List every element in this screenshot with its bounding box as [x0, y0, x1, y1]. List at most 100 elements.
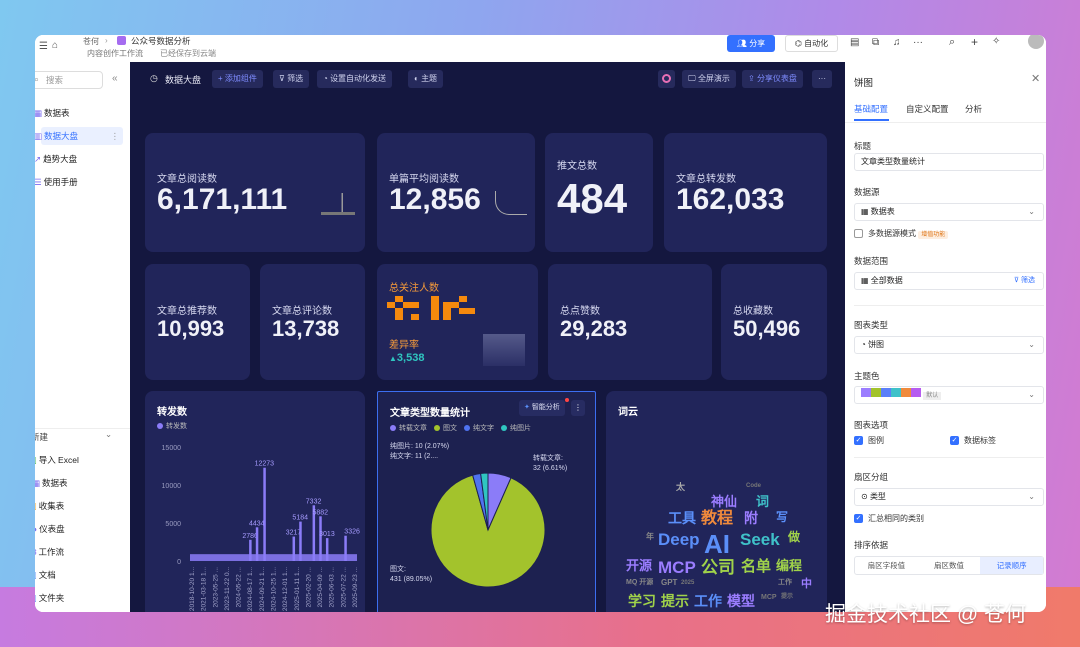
filter-button[interactable]: ⊽ 筛选: [273, 70, 310, 88]
plugin-icon[interactable]: ⧉: [872, 37, 880, 48]
automation-button[interactable]: ⌬ 自动化: [785, 35, 838, 52]
word[interactable]: 工具: [668, 510, 696, 526]
bell-icon[interactable]: ♫: [893, 37, 901, 48]
new-item[interactable]: ▯文档: [35, 566, 123, 584]
new-item[interactable]: ▯导入 Excel: [35, 451, 123, 469]
word[interactable]: Seek: [740, 530, 780, 549]
word[interactable]: AI: [704, 529, 730, 559]
metric-card[interactable]: 文章总阅读数 6,171,111: [145, 133, 365, 252]
word[interactable]: 年: [646, 532, 654, 541]
legend-item[interactable]: 纯图片: [501, 425, 531, 432]
word[interactable]: 中: [801, 578, 812, 590]
word[interactable]: 词: [756, 494, 770, 509]
tab-basic[interactable]: 基础配置: [854, 104, 889, 114]
template-icon[interactable]: ▤: [850, 37, 860, 48]
sort-option[interactable]: 扇区字段值: [867, 561, 906, 570]
range-select[interactable]: ▦ 全部数据 ⊽ 筛选: [854, 272, 1044, 290]
tab-custom[interactable]: 自定义配置: [906, 104, 949, 114]
pie-slice[interactable]: [430, 474, 546, 588]
new-item[interactable]: ▦ 数据表: [35, 474, 123, 492]
plus-icon[interactable]: +: [971, 35, 979, 49]
avatar[interactable]: [1028, 35, 1044, 49]
word[interactable]: 做: [788, 530, 801, 544]
data-labels-checkbox[interactable]: ✓ 数据标签: [950, 435, 996, 446]
more-icon[interactable]: ···: [913, 37, 923, 48]
pie-chart-card[interactable]: 文章类型数量统计 ✦ 智能分析 ⋮ 转载文章 图文 纯文字 纯图片 转载文章: 32 (…: [377, 391, 596, 612]
new-item[interactable]: ◑仪表盘: [35, 520, 123, 538]
word[interactable]: MQ 开源: [626, 579, 654, 586]
tab-analysis[interactable]: 分析: [965, 104, 983, 114]
new-item[interactable]: ▯收集表: [35, 497, 123, 515]
more-button[interactable]: ···: [812, 70, 832, 88]
home-icon[interactable]: ⌂: [52, 40, 59, 51]
metric-card[interactable]: 文章总推荐数 10,993: [145, 264, 250, 380]
word[interactable]: 教程: [701, 510, 734, 527]
metric-card[interactable]: 单篇平均阅读数 12,856: [377, 133, 535, 252]
share-dashboard-button[interactable]: ⇪ 分享仪表盘: [742, 70, 803, 88]
legend-item[interactable]: 图文: [434, 425, 457, 432]
collapse-icon[interactable]: «: [112, 73, 118, 84]
word[interactable]: MCP: [658, 558, 696, 577]
chevron-down-icon[interactable]: ⌄: [105, 429, 113, 439]
close-icon[interactable]: ✕: [1031, 73, 1041, 85]
smart-analysis-button[interactable]: ✦ 智能分析: [519, 400, 565, 416]
word[interactable]: 编程: [776, 558, 803, 573]
word[interactable]: Deep: [658, 530, 700, 549]
word[interactable]: 模型: [727, 593, 755, 609]
sparkle-icon[interactable]: ✧: [992, 36, 1001, 47]
word[interactable]: 写: [776, 510, 789, 524]
legend-checkbox[interactable]: ✓ 图例: [854, 435, 884, 446]
range-filter-button[interactable]: ⊽ 筛选: [1013, 277, 1035, 284]
more-icon[interactable]: ⋮: [110, 131, 120, 141]
metric-card[interactable]: 总收藏数 50,496: [721, 264, 827, 380]
group-select[interactable]: ⊙ 类型 ⌄: [854, 488, 1044, 506]
word[interactable]: Code: [746, 483, 761, 489]
menu-icon[interactable]: ☰: [39, 41, 48, 52]
share-button[interactable]: 👥︎ 分享: [727, 35, 775, 52]
word[interactable]: 神仙: [711, 494, 738, 509]
word[interactable]: 工作: [694, 593, 722, 609]
new-item[interactable]: ▯文件夹: [35, 589, 123, 607]
merge-checkbox[interactable]: ✓ 汇总相同的类别: [854, 513, 924, 524]
legend-item[interactable]: 转发数: [157, 421, 187, 431]
word[interactable]: 2025: [681, 580, 695, 586]
title-input[interactable]: 文章类型数量统计: [854, 153, 1044, 171]
search-icon[interactable]: ⌕: [949, 36, 956, 48]
add-widget-button[interactable]: + 添加组件: [212, 70, 263, 88]
forward-chart-card[interactable]: 转发数 转发数 15000 10000 5000 0 2786 4434 12273 3217…: [145, 391, 365, 612]
word[interactable]: 公司: [701, 558, 735, 577]
multi-source-checkbox[interactable]: 多数据源模式 增值功能: [854, 228, 949, 239]
word[interactable]: 学习: [628, 593, 656, 609]
search-input[interactable]: 搜索: [35, 71, 103, 89]
ai-button[interactable]: [658, 70, 675, 88]
auto-send-button[interactable]: ◔ 设置自动化发送: [317, 70, 393, 88]
source-select[interactable]: ▦ 数据表 ⌄: [854, 203, 1044, 221]
folder-path[interactable]: 内容创作工作流: [87, 49, 143, 58]
word[interactable]: GPT: [661, 578, 678, 587]
wordcloud-card[interactable]: 词云 AI Deep Seek 公司 MCP 名单 教程 神仙 工具 模型 提示 工作 开源 学习 编程词附…: [606, 391, 827, 612]
word[interactable]: 工作: [778, 579, 792, 586]
metric-card[interactable]: 总点赞数 29,283: [548, 264, 712, 380]
word[interactable]: MCP: [761, 594, 777, 601]
breadcrumb-root[interactable]: 苍何: [83, 37, 99, 46]
sidebar-item[interactable]: ↗ 趋势大盘: [35, 150, 123, 168]
metric-card[interactable]: 文章总评论数 13,738: [260, 264, 365, 380]
legend-item[interactable]: 纯文字: [464, 425, 494, 432]
new-item[interactable]: ⩩工作流: [35, 543, 123, 561]
pie-slice[interactable]: [480, 472, 489, 531]
more-button[interactable]: ⋮: [571, 400, 585, 416]
theme-color-select[interactable]: 默认 ⌄: [854, 386, 1044, 404]
word[interactable]: 提示: [781, 594, 794, 600]
sort-option[interactable]: 扇区数值: [934, 561, 964, 570]
metric-card[interactable]: 推文总数 484: [545, 133, 653, 252]
followers-card[interactable]: 总关注人数 差异率 ▲3,538: [377, 264, 538, 380]
chart-type-select[interactable]: ◔ 饼图 ⌄: [854, 336, 1044, 354]
theme-button[interactable]: ◐ 主题: [408, 70, 444, 88]
sidebar-item[interactable]: ▥ 数据大盘 ⋮: [35, 127, 123, 145]
word[interactable]: 提示: [661, 593, 689, 609]
sort-option[interactable]: 记录顺序: [980, 557, 1044, 574]
fullscreen-button[interactable]: 🖵︎ 全屏演示: [682, 70, 736, 88]
sidebar-item[interactable]: ▦ 数据表: [35, 104, 123, 122]
word[interactable]: 附: [744, 510, 758, 526]
metric-card[interactable]: 文章总转发数 162,033: [664, 133, 827, 252]
